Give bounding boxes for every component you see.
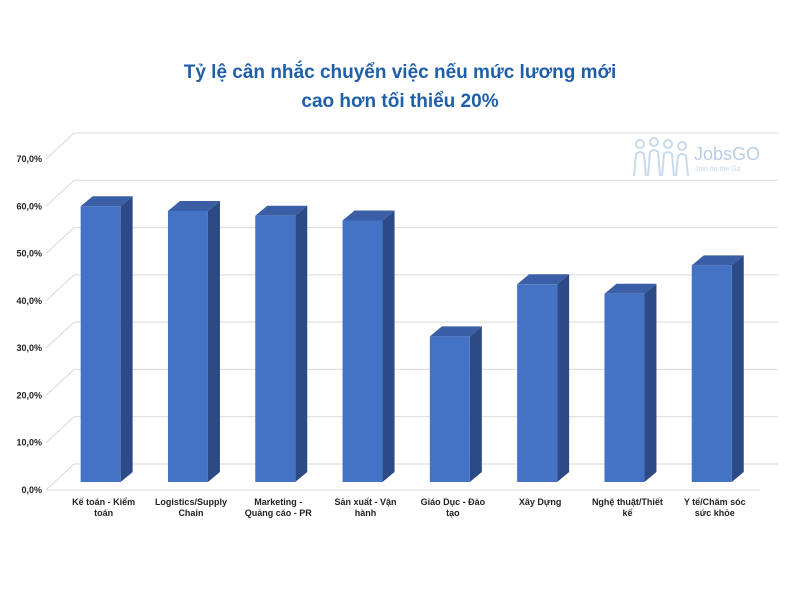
x-tick-label-line: Marketing - [254,497,302,507]
grid-wall-line [45,274,75,302]
y-tick-label: 70,0% [16,154,42,164]
chart-title-line-1: Tỷ lệ cân nhắc chuyển việc nếu mức lương… [183,62,617,83]
grid-wall-line [45,227,75,254]
y-tick-label: 0,0% [21,485,42,495]
y-tick-label: 10,0% [16,438,42,448]
bar [604,283,657,482]
x-tick-label-line: Chain [178,508,203,518]
x-tick-label: Giáo Dục - Đào tạo [421,497,486,518]
grid-wall-line [45,463,75,491]
x-tick-label-line: Logistics/Supply [155,497,227,507]
bar-side [644,283,657,482]
bar [255,205,308,482]
bar [80,196,133,483]
x-tick-label-line: Nghệ thuật/Thiết [592,497,663,507]
chart-title-line-2: cao hơn tối thiểu 20% [301,91,499,112]
grid-wall-line [45,179,75,207]
grid-wall-line [45,321,75,349]
grid-wall-line [45,369,75,396]
y-tick-label: 40,0% [16,296,42,306]
bar [517,274,570,482]
x-tick-label-line: Kế toán - Kiểm [72,497,135,507]
bars [80,196,744,483]
bar-side [120,196,133,483]
bar [691,255,744,482]
grid-wall-line [45,416,75,444]
x-tick-label-line: tạo [446,508,460,518]
bar-front [167,211,208,482]
grid-lines [45,132,778,491]
y-tick-label: 50,0% [16,249,42,259]
x-tick-label-line: Xây Dựng [519,497,562,507]
bar-top [342,210,395,221]
bar-side [469,326,482,482]
bar-top [517,274,570,285]
chart-title: Tỷ lệ cân nhắc chuyển việc nếu mức lương… [0,58,800,116]
y-tick-label: 60,0% [16,201,42,211]
bar-top [255,205,308,216]
bar-top [604,283,657,294]
y-axis: 0,0% 10,0% 20,0% 30,0% 40,0% 50,0% 60,0% 70,0% [16,154,42,495]
x-tick-label-line: Y tế/Chăm sóc [684,497,746,507]
bar-side [382,210,395,482]
x-tick-label-line: Quảng cáo - PR [245,508,313,518]
watermark-brand: JobsGO [694,144,761,164]
bar [167,201,220,482]
x-tick-label-line: Sản xuất - Vận [335,497,397,507]
x-tick-label-line: hành [355,508,377,518]
bar-side [731,255,744,482]
bar-front [429,336,470,482]
bar-front [517,284,558,482]
bar-top [80,196,133,207]
bar-side [295,205,308,482]
x-tick-label-line: Giáo Dục - Đào [421,497,486,507]
bar [342,210,395,482]
x-tick-label-line: toán [94,508,113,518]
x-tick-label-line: kế [622,508,633,518]
x-tick-label: Kế toán - Kiểm toán [72,497,135,518]
x-tick-label: Y tế/Chăm sóc sức khỏe [684,497,746,518]
x-tick-label: Nghệ thuật/Thiết kế [592,497,663,518]
bar-front [342,220,383,482]
bar-side [207,201,220,482]
watermark-tagline: Join on the Go [695,166,741,173]
bar-top [167,201,220,212]
bar-top [429,326,482,337]
y-tick-label: 20,0% [16,390,42,400]
x-axis: Kế toán - Kiểm toán Logistics/Supply Chain M… [72,497,746,518]
x-tick-label-line: sức khỏe [695,508,735,518]
y-tick-label: 30,0% [16,343,42,353]
bar [429,326,482,482]
x-tick-label: Marketing -Quảng cáo - PR [245,497,313,518]
bar-front [604,293,645,482]
bar-side [557,274,570,482]
grid-wall-line [45,132,75,160]
bar-front [691,265,732,482]
x-tick-label: Xây Dựng [519,497,562,507]
people-icon [633,137,689,177]
x-tick-label: Sản xuất - Vận hành [335,497,397,518]
bar-front [255,215,296,482]
bar-top [691,255,744,266]
bar-front [80,206,121,483]
x-tick-label: Logistics/Supply Chain [155,497,227,518]
